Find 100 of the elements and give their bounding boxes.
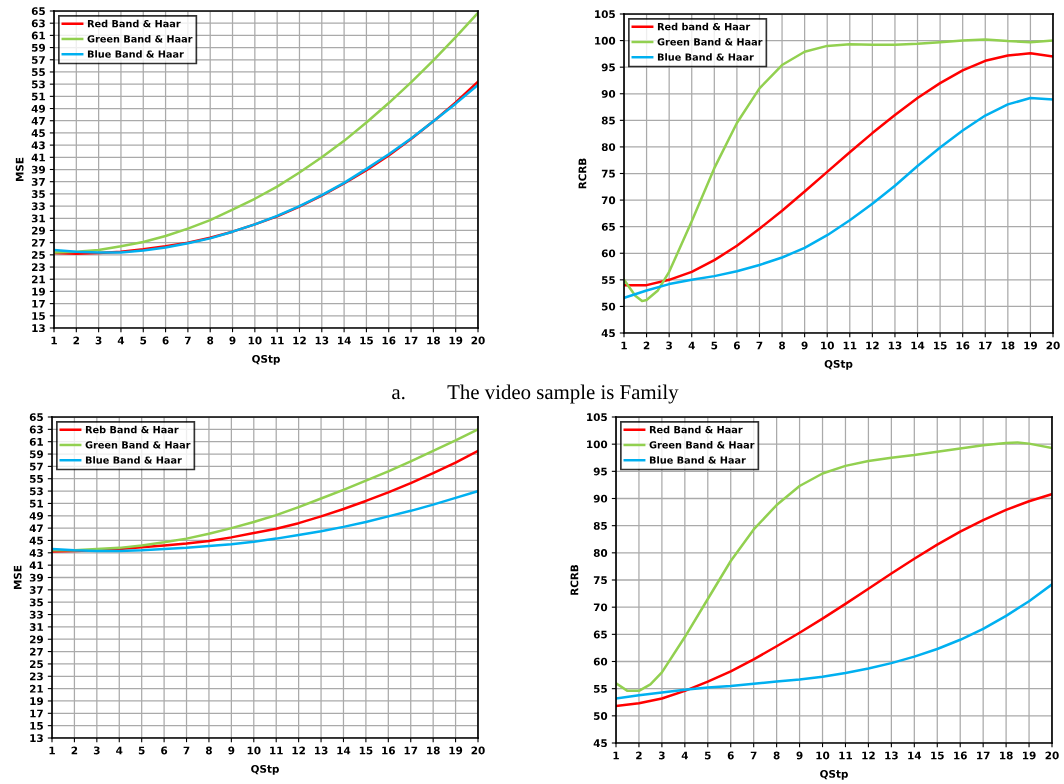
y-tick-label: 45 (29, 536, 43, 545)
y-tick-label: 35 (31, 190, 45, 198)
y-tick-label: 23 (31, 263, 45, 272)
x-tick-label: 8 (773, 751, 780, 760)
y-tick-label: 59 (31, 43, 45, 52)
x-tick-label: 6 (733, 341, 740, 350)
x-tick-label: 7 (184, 336, 191, 345)
legend-label: Blue Band & Haar (87, 50, 184, 58)
y-tick-label: 51 (29, 499, 43, 508)
y-tick-label: 80 (601, 143, 616, 152)
y-tick-label: 100 (595, 36, 616, 45)
x-tick-label: 1 (613, 751, 619, 760)
legend-label: Green Band & Haar (649, 440, 755, 449)
y-tick-label: 59 (29, 450, 43, 459)
legend-label: Red Band & Haar (87, 19, 181, 28)
x-tick-label: 17 (979, 341, 992, 350)
y-tick-label: 43 (29, 549, 43, 557)
x-tick-label: 18 (427, 336, 440, 345)
x-tick-label: 3 (666, 341, 672, 350)
y-tick-label: 23 (29, 672, 43, 681)
y-tick-label: 85 (601, 116, 615, 125)
y-tick-label: 45 (31, 129, 45, 138)
y-tick-label: 100 (587, 440, 608, 449)
y-tick-label: 51 (31, 92, 45, 101)
legend-label: Blue Band & Haar (649, 456, 746, 464)
legend-label: Red Band & Haar (649, 425, 743, 434)
y-tick-label: 25 (31, 251, 45, 259)
x-tick-label: 18 (427, 746, 440, 755)
x-tick-label: 15 (934, 341, 947, 350)
legend-label: Green Band & Haar (85, 440, 191, 449)
x-tick-label: 10 (821, 341, 834, 350)
y-tick-label: 21 (29, 684, 43, 693)
x-tick-label: 20 (1046, 341, 1060, 350)
x-tick-label: 14 (338, 336, 351, 345)
x-tick-label: 7 (183, 746, 190, 755)
y-tick-label: 65 (31, 7, 45, 16)
y-tick-label: 15 (32, 312, 45, 320)
x-tick-label: 1 (51, 336, 57, 345)
y-tick-label: 29 (29, 635, 43, 644)
x-tick-label: 2 (636, 751, 642, 760)
y-tick-label: 53 (29, 487, 43, 496)
y-tick-label: 50 (593, 712, 608, 720)
x-tick-label: 4 (117, 336, 125, 345)
y-tick-label: 27 (29, 647, 43, 656)
y-tick-label: 75 (593, 576, 607, 585)
y-axis-title: RCRB (578, 158, 587, 189)
x-tick-label: 14 (911, 341, 925, 350)
y-tick-label: 39 (29, 573, 43, 582)
x-tick-label: 9 (229, 336, 236, 345)
y-tick-label: 70 (593, 603, 608, 612)
y-tick-label: 75 (601, 169, 615, 178)
y-tick-label: 49 (31, 104, 45, 113)
y-tick-label: 55 (593, 685, 607, 693)
y-tick-label: 39 (31, 165, 45, 174)
x-tick-label: 15 (931, 751, 944, 760)
x-tick-label: 17 (404, 746, 418, 755)
y-tick-label: 55 (29, 475, 43, 483)
x-tick-label: 5 (704, 751, 711, 760)
x-tick-label: 19 (1024, 341, 1037, 350)
x-tick-label: 13 (885, 751, 898, 760)
x-tick-label: 9 (796, 751, 803, 760)
x-tick-label: 6 (727, 751, 734, 760)
x-tick-label: 13 (315, 336, 329, 345)
y-axis-title: MSE (13, 565, 22, 590)
y-tick-label: 55 (31, 68, 45, 77)
x-tick-label: 4 (688, 341, 695, 350)
x-tick-label: 17 (977, 751, 990, 760)
x-tick-label: 3 (658, 751, 665, 760)
x-tick-label: 17 (404, 336, 418, 345)
y-tick-label: 70 (601, 196, 616, 205)
y-tick-label: 33 (29, 610, 43, 619)
x-tick-label: 13 (314, 746, 328, 755)
y-tick-label: 65 (29, 413, 43, 422)
x-tick-label: 16 (382, 336, 396, 345)
x-tick-label: 5 (711, 341, 718, 350)
y-tick-label: 57 (31, 56, 45, 64)
y-tick-label: 80 (593, 549, 608, 557)
x-tick-label: 4 (681, 751, 688, 760)
y-tick-label: 17 (32, 299, 45, 308)
y-tick-label: 85 (593, 521, 607, 530)
y-tick-label: 61 (29, 437, 43, 446)
y-tick-label: 63 (29, 425, 43, 434)
y-tick-label: 21 (31, 275, 45, 284)
x-tick-label: 20 (471, 336, 485, 345)
y-tick-label: 63 (31, 19, 45, 28)
x-tick-label: 1 (49, 746, 55, 755)
y-tick-label: 43 (31, 141, 45, 150)
x-tick-label: 6 (161, 746, 168, 755)
x-tick-label: 7 (756, 341, 763, 350)
y-tick-label: 105 (595, 10, 615, 19)
legend-label: Green Band & Haar (87, 34, 193, 43)
y-tick-label: 45 (601, 329, 615, 338)
x-tick-label: 19 (1022, 751, 1036, 760)
y-tick-label: 47 (29, 524, 43, 533)
y-tick-label: 90 (593, 494, 608, 503)
x-tick-label: 3 (93, 746, 100, 755)
y-tick-label: 31 (31, 214, 45, 223)
y-tick-label: 19 (32, 287, 45, 296)
legend-label: Green Band & Haar (657, 37, 763, 46)
y-tick-label: 95 (593, 467, 607, 476)
